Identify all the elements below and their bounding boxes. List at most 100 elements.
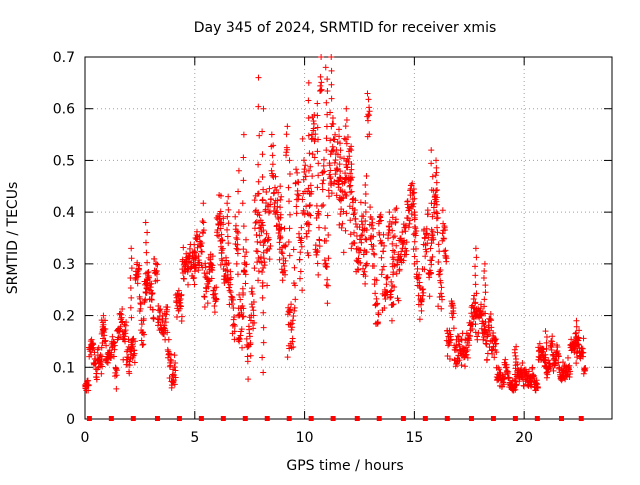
data-point (404, 198, 411, 205)
data-point (433, 198, 440, 205)
data-point (161, 331, 168, 338)
data-point (435, 259, 442, 266)
spike-point (347, 175, 354, 182)
spike-point (128, 255, 135, 262)
data-point (341, 179, 348, 186)
data-point (267, 201, 274, 208)
data-point (540, 346, 547, 353)
spike-point (192, 261, 199, 268)
data-point (322, 260, 329, 267)
data-point (264, 237, 271, 244)
zero-level-marker (354, 416, 360, 421)
data-point (351, 207, 358, 214)
data-point (493, 349, 500, 356)
data-point (512, 386, 519, 393)
data-point (434, 229, 441, 236)
data-point (266, 185, 273, 192)
data-point (140, 341, 147, 348)
data-point (466, 337, 473, 344)
spike-point (260, 242, 267, 249)
spike-point (128, 265, 135, 272)
spike-point (144, 229, 151, 236)
data-point (209, 262, 216, 269)
spike-point (286, 198, 293, 205)
data-point (384, 274, 391, 281)
data-point (472, 329, 479, 336)
data-point (117, 310, 124, 317)
data-point (211, 303, 218, 310)
data-point (478, 311, 485, 318)
spike-point (482, 282, 489, 289)
data-point (461, 363, 468, 370)
data-point (440, 220, 447, 227)
data-point (497, 369, 504, 376)
data-point (243, 249, 250, 256)
data-point (323, 263, 330, 270)
spike-point (190, 274, 197, 281)
data-point (260, 249, 267, 256)
data-point (354, 266, 361, 273)
spike-point (142, 289, 149, 296)
zero-level-marker (558, 416, 564, 421)
data-point (227, 274, 234, 281)
data-point (443, 255, 450, 262)
data-point (226, 287, 233, 294)
data-point (268, 167, 275, 174)
data-point (579, 345, 586, 352)
zero-level-marker (286, 416, 292, 421)
data-point (159, 317, 166, 324)
data-point (146, 274, 153, 281)
data-point (148, 296, 155, 303)
data-point (231, 328, 238, 335)
data-point (343, 117, 350, 124)
spike-point (411, 216, 418, 223)
data-point (293, 210, 300, 217)
data-point (436, 268, 443, 275)
data-point (420, 289, 427, 296)
spike-point (255, 161, 262, 168)
data-point (549, 333, 556, 340)
data-point (370, 233, 377, 240)
spike-point (472, 299, 479, 306)
data-point (362, 273, 369, 280)
spike-point (225, 220, 232, 227)
spike-point (236, 312, 243, 319)
data-point (432, 187, 439, 194)
data-point (416, 279, 423, 286)
data-point (333, 192, 340, 199)
data-point (127, 345, 134, 352)
data-point (393, 205, 400, 212)
y-tick-label: 0.7 (53, 50, 75, 66)
data-point (207, 256, 214, 263)
data-point (91, 349, 98, 356)
data-point (346, 183, 353, 190)
data-point (379, 266, 386, 273)
data-point (245, 376, 252, 383)
data-point (447, 337, 454, 344)
data-point (274, 203, 281, 210)
data-point (394, 261, 401, 268)
data-point (88, 351, 95, 358)
zero-level-marker (512, 416, 518, 421)
spike-point (472, 263, 479, 270)
spike-point (259, 279, 266, 286)
spike-point (224, 213, 231, 220)
data-point (140, 315, 147, 322)
data-point (406, 220, 413, 227)
spike-point (388, 220, 395, 227)
data-point (103, 359, 110, 366)
spike-point (429, 173, 436, 180)
data-point (314, 247, 321, 254)
data-point (260, 227, 267, 234)
spike-point (306, 202, 313, 209)
data-point (421, 235, 428, 242)
data-point (226, 284, 233, 291)
data-point (580, 349, 587, 356)
data-point (535, 344, 542, 351)
data-point (167, 351, 174, 358)
data-point (416, 316, 423, 323)
spike-point (217, 225, 224, 232)
spike-point (256, 132, 263, 139)
data-point (385, 229, 392, 236)
